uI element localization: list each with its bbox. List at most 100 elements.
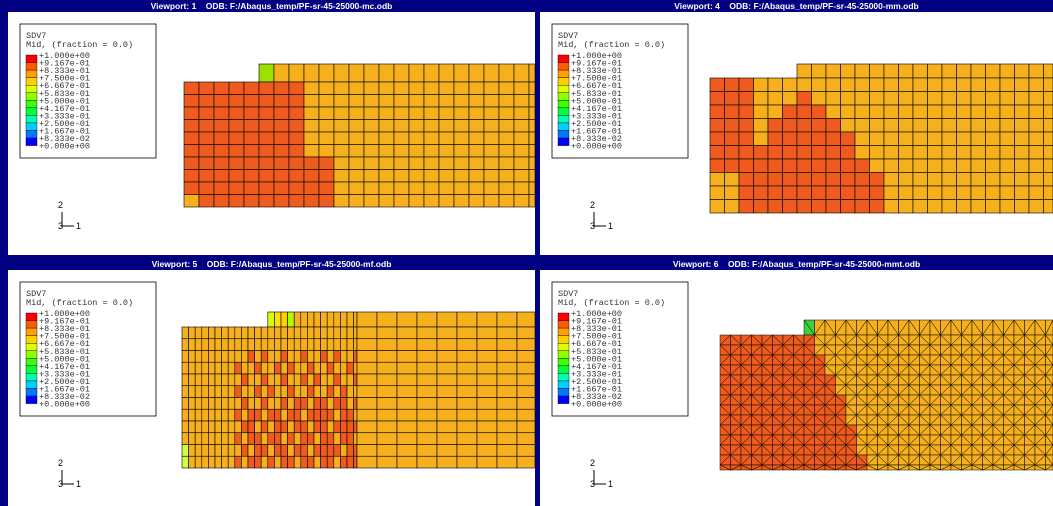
mesh-element — [260, 455, 269, 469]
mesh-element — [468, 94, 485, 108]
mesh-element — [181, 397, 189, 410]
mesh-element — [738, 145, 754, 160]
mesh-element — [376, 397, 398, 410]
mesh-element — [483, 169, 500, 183]
mesh-element — [468, 119, 485, 133]
mesh-element — [376, 420, 398, 434]
mesh-element — [313, 373, 321, 387]
mesh-element — [273, 194, 290, 208]
mesh-element — [288, 119, 305, 133]
mesh-element — [313, 444, 321, 457]
mesh-element — [416, 397, 438, 410]
legend-label: +6.667e-01 — [571, 339, 622, 349]
mesh-element — [498, 81, 515, 95]
mesh-element — [346, 311, 354, 328]
mesh-element — [353, 350, 358, 363]
mesh-element — [348, 194, 365, 208]
mesh-element — [247, 420, 255, 434]
mesh-element — [898, 63, 914, 79]
mesh-element — [782, 104, 798, 119]
odb-path: ODB: F:/Abaqus_temp/PF-sr-45-25000-mmt.o… — [728, 259, 920, 269]
mesh-element — [845, 464, 857, 471]
mesh-element — [453, 131, 470, 145]
mesh-element — [221, 326, 229, 340]
mesh-element — [724, 172, 740, 187]
mesh-element — [378, 169, 395, 183]
mesh-element — [214, 432, 222, 445]
mesh-element — [213, 131, 230, 145]
mesh-element — [183, 156, 200, 170]
mesh-element — [258, 156, 275, 170]
mesh-element — [840, 77, 856, 92]
mesh-element — [898, 172, 914, 187]
mesh-element — [1043, 131, 1053, 146]
mesh-element — [378, 156, 395, 170]
mesh-element — [247, 361, 255, 375]
mesh-element — [356, 385, 378, 398]
mesh-element — [423, 119, 440, 133]
mesh-element — [340, 361, 348, 375]
mesh-element — [767, 185, 783, 200]
mesh-element — [348, 181, 365, 195]
mesh-element — [436, 338, 458, 351]
mesh-element — [303, 119, 320, 133]
mesh-element — [194, 338, 203, 351]
mesh-element — [496, 420, 518, 434]
mesh-element — [767, 104, 783, 119]
triad-label: 2 — [590, 200, 595, 210]
mesh-element — [333, 156, 350, 170]
mesh-element — [267, 326, 275, 340]
mesh-element — [188, 455, 196, 469]
legend-label: +3.333e-01 — [39, 111, 90, 121]
mesh-element — [854, 77, 870, 92]
mesh-element — [393, 63, 410, 83]
mesh-element — [476, 432, 498, 445]
mesh-element — [243, 156, 260, 170]
mesh-element — [318, 181, 335, 195]
mesh-element — [825, 118, 841, 133]
mesh-element — [516, 397, 536, 410]
mesh-element — [247, 408, 255, 422]
mesh-element — [724, 185, 740, 200]
mesh-element — [985, 104, 1001, 119]
mesh-element — [201, 350, 209, 363]
mesh-element — [941, 91, 957, 106]
mesh-element — [869, 104, 885, 119]
mesh-element — [356, 361, 378, 375]
mesh-element — [273, 106, 290, 120]
mesh-element — [883, 185, 899, 200]
mesh-element — [796, 77, 812, 92]
mesh-element — [234, 361, 242, 375]
mesh-element — [213, 194, 230, 208]
mesh-element — [516, 326, 536, 340]
mesh-element — [498, 94, 515, 108]
mesh-element — [782, 91, 798, 106]
mesh-element — [869, 172, 885, 187]
mesh-element — [1043, 77, 1053, 92]
mesh-element — [898, 158, 914, 173]
mesh-element — [912, 118, 928, 133]
mesh-element — [234, 432, 242, 445]
mesh-element — [228, 156, 245, 170]
mesh-element — [300, 432, 308, 445]
mesh-element — [1014, 158, 1030, 173]
mesh-element — [293, 397, 302, 410]
mesh-element — [280, 408, 288, 422]
mesh-element — [241, 385, 249, 398]
mesh-element — [854, 158, 870, 173]
mesh-element — [194, 432, 203, 445]
mesh-element — [1014, 145, 1030, 160]
legend-swatch — [557, 115, 570, 124]
mesh-element — [183, 94, 200, 108]
mesh-element — [378, 81, 395, 95]
mesh-element — [300, 350, 308, 363]
mesh-element — [188, 326, 196, 340]
mesh-element — [1014, 63, 1030, 79]
mesh-element — [274, 311, 282, 328]
mesh-element — [999, 91, 1015, 106]
mesh-element — [318, 156, 335, 170]
mesh-element — [198, 94, 215, 108]
mesh-element — [854, 118, 870, 133]
mesh-element — [188, 444, 196, 457]
